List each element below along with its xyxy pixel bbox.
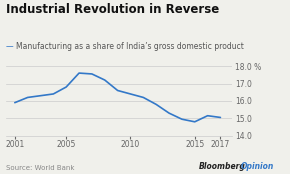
- Text: —: —: [6, 42, 13, 51]
- Text: Manufacturing as a share of India’s gross domestic product: Manufacturing as a share of India’s gros…: [16, 42, 244, 51]
- Text: Opinion: Opinion: [241, 161, 274, 171]
- Text: Source: World Bank: Source: World Bank: [6, 165, 74, 171]
- Text: Bloomberg: Bloomberg: [199, 161, 246, 171]
- Text: Industrial Revolution in Reverse: Industrial Revolution in Reverse: [6, 3, 219, 17]
